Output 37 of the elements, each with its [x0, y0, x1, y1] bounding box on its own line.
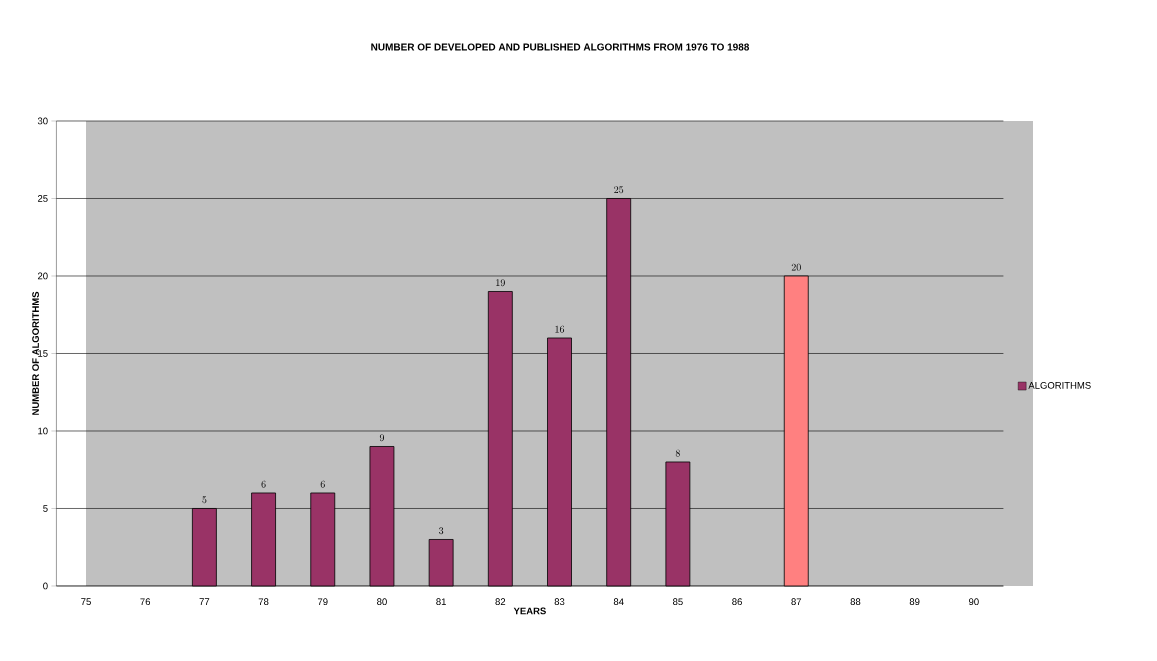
x-tick-label: 81 [436, 598, 446, 606]
y-tick-label: 10 [38, 427, 48, 435]
data-label: 6 [261, 480, 266, 488]
y-axis-title: NUMBER OF ALGORITHMS [32, 291, 39, 415]
x-tick-label: 77 [199, 598, 210, 605]
x-tick-label: 87 [791, 598, 802, 606]
data-label: 16 [555, 325, 565, 333]
data-label: 6 [320, 480, 325, 488]
legend-label: ALGORITHMS [1028, 382, 1091, 389]
y-tick-label: 0 [43, 582, 48, 590]
x-tick-label: 80 [377, 598, 387, 606]
x-tick-label: 88 [850, 598, 861, 606]
data-label: 9 [379, 434, 385, 442]
x-tick-label: 84 [613, 598, 624, 606]
data-label: 19 [496, 279, 505, 287]
x-tick-label: 79 [317, 598, 328, 606]
data-label: 5 [202, 496, 207, 504]
data-label: 25 [614, 186, 624, 194]
y-tick-label: 20 [37, 272, 48, 280]
x-tick-label: 78 [258, 598, 269, 606]
x-tick-label: 82 [495, 598, 506, 606]
x-tick-label: 75 [81, 598, 91, 605]
y-tick-label: 15 [38, 350, 48, 357]
data-label: 3 [439, 527, 444, 535]
chart-title: NUMBER OF DEVELOPED AND PUBLISHED ALGORITHMS FROM 1976 TO 1988 [371, 43, 750, 51]
x-tick-label: 86 [732, 598, 742, 606]
x-tick-label: 83 [554, 598, 565, 606]
x-axis-title: YEARS [513, 607, 546, 615]
y-tick-label: 5 [43, 505, 48, 512]
x-tick-label: 85 [673, 598, 683, 606]
data-label: 20 [791, 263, 801, 271]
x-tick-label: 89 [909, 598, 920, 606]
data-label: 8 [675, 449, 680, 457]
x-tick-label: 76 [140, 598, 151, 606]
x-tick-label: 90 [968, 598, 979, 606]
y-tick-label: 25 [37, 195, 48, 202]
y-tick-label: 30 [37, 117, 48, 125]
